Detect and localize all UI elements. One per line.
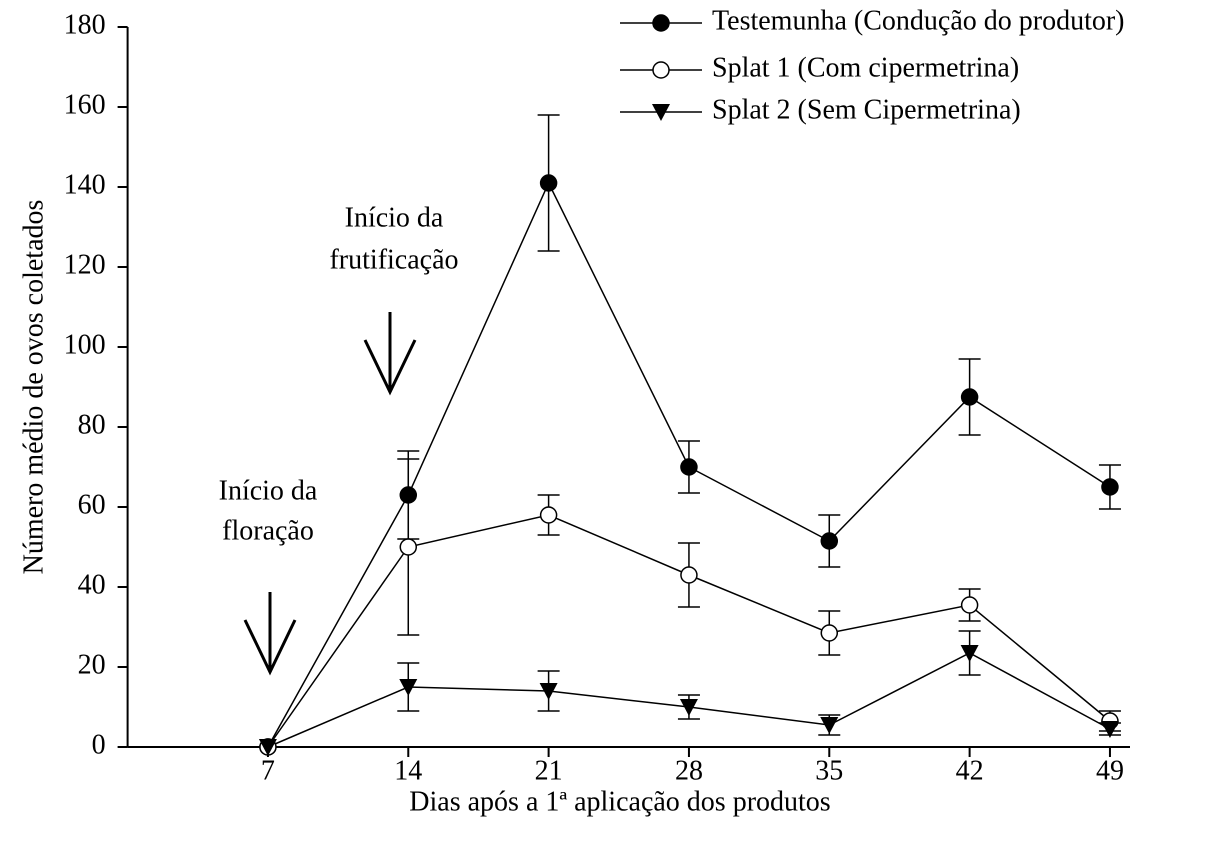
annotation: frutificação [329,244,458,275]
y-tick-label: 140 [64,169,106,200]
marker [960,388,979,406]
annotation: floração [222,515,314,546]
marker [399,679,418,696]
marker [820,532,839,550]
y-tick-label: 20 [78,649,106,680]
x-tick-label: 42 [956,755,984,786]
y-tick-label: 120 [64,249,106,280]
marker [399,538,418,556]
marker [539,506,558,524]
legend-label: Splat 2 (Sem Cipermetrina) [712,94,1021,125]
x-tick-label: 21 [535,755,563,786]
x-axis-label: Dias após a 1ª aplicação dos produtos [409,786,830,817]
y-tick-label: 60 [78,489,106,520]
legend-label: Testemunha (Condução do produtor) [712,5,1125,36]
marker [1100,721,1119,738]
marker [539,174,558,192]
marker [258,739,277,756]
x-tick-label: 7 [261,755,275,786]
legend-label: Splat 1 (Com cipermetrina) [712,52,1019,83]
y-tick-label: 180 [64,9,106,40]
legend-marker [652,14,670,32]
marker [399,486,418,504]
marker [960,645,979,662]
legend-marker [652,61,670,79]
x-tick-label: 35 [815,755,843,786]
marker [539,683,558,700]
y-tick-label: 100 [64,329,106,360]
annotation: Início da [345,202,444,233]
y-axis-label: Número médio de ovos coletados [18,200,49,575]
marker [679,699,698,716]
arrow [243,592,297,676]
marker [1101,478,1119,496]
y-tick-label: 80 [78,409,106,440]
marker [680,458,698,476]
annotation: Início da [219,475,318,506]
y-tick-label: 160 [64,89,106,120]
arrow [363,312,417,396]
marker [960,596,979,614]
y-tick-label: 0 [92,729,106,760]
y-tick-label: 40 [78,569,106,600]
x-tick-label: 14 [394,755,422,786]
marker [680,566,698,584]
marker [820,717,839,734]
legend-marker [652,104,670,121]
marker [820,624,839,642]
x-tick-label: 49 [1096,755,1124,786]
x-tick-label: 28 [675,755,703,786]
